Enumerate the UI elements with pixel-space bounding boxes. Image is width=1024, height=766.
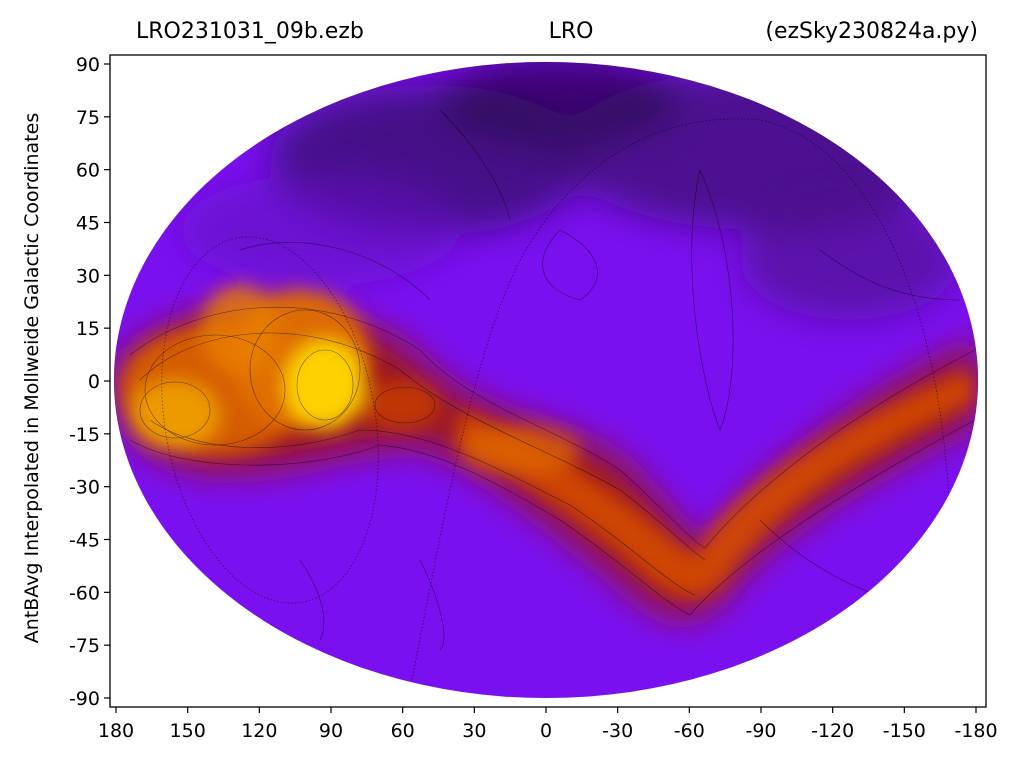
title-center: LRO <box>549 19 594 44</box>
dotted-reference-lines <box>161 118 951 691</box>
y-tick-label: 45 <box>76 213 100 235</box>
x-tick-label: 0 <box>540 720 552 742</box>
y-tick-label: -90 <box>69 688 100 710</box>
x-tick-label: 180 <box>98 720 134 742</box>
y-tick-label: 75 <box>76 107 100 129</box>
x-tick-label: 60 <box>391 720 415 742</box>
x-tick-label: -150 <box>883 720 926 742</box>
x-tick-label: -120 <box>811 720 854 742</box>
heatmap-surface <box>114 62 978 698</box>
x-tick-label: 30 <box>462 720 486 742</box>
y-tick-label: -75 <box>69 635 100 657</box>
y-tick-label: 15 <box>76 318 100 340</box>
x-tick-label: -90 <box>745 720 776 742</box>
y-tick-label: 60 <box>76 160 100 182</box>
x-tick-label: 90 <box>319 720 343 742</box>
y-axis-label: AntBAvg Interpolated in Mollweide Galact… <box>21 113 43 643</box>
y-tick-label: -30 <box>69 477 100 499</box>
x-tick-label: -60 <box>674 720 705 742</box>
x-tick-label: -30 <box>602 720 633 742</box>
y-tick-label: -15 <box>69 424 100 446</box>
title-right: (ezSky230824a.py) <box>765 19 978 44</box>
x-tick-label: 120 <box>241 720 277 742</box>
y-tick-label: 90 <box>76 54 100 76</box>
y-tick-label: -45 <box>69 530 100 552</box>
x-tick-label: -180 <box>954 720 997 742</box>
title-left: LRO231031_09b.ezb <box>136 19 364 44</box>
mollweide-boundary <box>113 61 979 699</box>
y-tick-label: 30 <box>76 265 100 287</box>
x-tick-label: 150 <box>170 720 206 742</box>
y-tick-label: 0 <box>88 371 100 393</box>
y-axis: 90 75 60 45 30 15 0 -15 -30 -45 -60 -75 -90 <box>69 54 110 710</box>
y-tick-label: -60 <box>69 582 100 604</box>
x-axis: 180 150 120 90 60 30 0 -30 -60 -90 -120 -150 -180 <box>98 707 998 742</box>
